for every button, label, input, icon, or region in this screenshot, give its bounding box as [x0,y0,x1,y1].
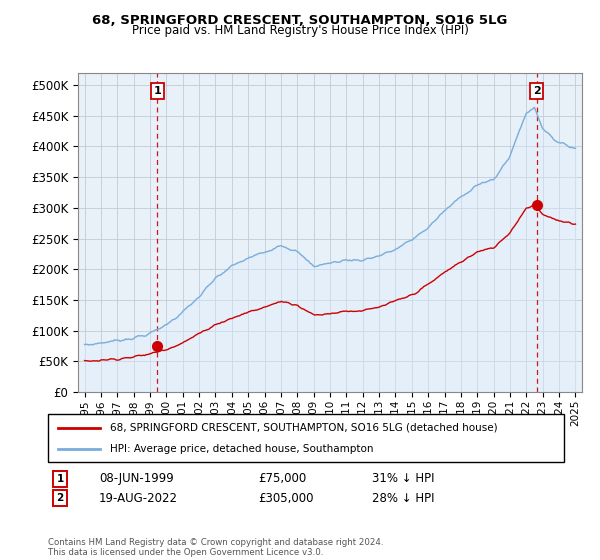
Text: 1: 1 [154,86,161,96]
Text: Price paid vs. HM Land Registry's House Price Index (HPI): Price paid vs. HM Land Registry's House … [131,24,469,37]
Text: 1: 1 [56,474,64,484]
Text: 2: 2 [533,86,541,96]
Text: 68, SPRINGFORD CRESCENT, SOUTHAMPTON, SO16 5LG: 68, SPRINGFORD CRESCENT, SOUTHAMPTON, SO… [92,14,508,27]
Text: HPI: Average price, detached house, Southampton: HPI: Average price, detached house, Sout… [110,444,373,454]
Text: 2: 2 [56,493,64,503]
Text: Contains HM Land Registry data © Crown copyright and database right 2024.
This d: Contains HM Land Registry data © Crown c… [48,538,383,557]
Text: 19-AUG-2022: 19-AUG-2022 [99,492,178,505]
Text: £305,000: £305,000 [258,492,314,505]
Text: 31% ↓ HPI: 31% ↓ HPI [372,472,434,486]
Text: £75,000: £75,000 [258,472,306,486]
Text: 68, SPRINGFORD CRESCENT, SOUTHAMPTON, SO16 5LG (detached house): 68, SPRINGFORD CRESCENT, SOUTHAMPTON, SO… [110,423,497,433]
Text: 28% ↓ HPI: 28% ↓ HPI [372,492,434,505]
Text: 08-JUN-1999: 08-JUN-1999 [99,472,174,486]
